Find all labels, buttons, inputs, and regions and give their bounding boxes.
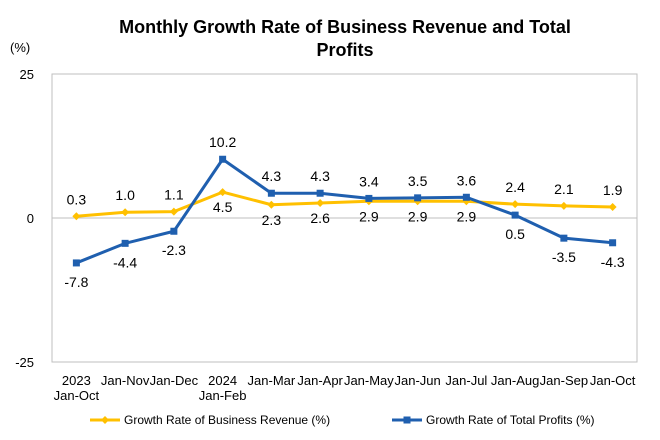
profits-data-label: -3.5: [552, 249, 576, 265]
profits-point: [365, 194, 373, 202]
profits-point: [609, 239, 617, 247]
revenue-point: [267, 200, 276, 209]
x-tick-label: Jan-Dec: [150, 373, 199, 388]
revenue-data-label: 2.9: [457, 208, 477, 224]
chart-title-line-1: Monthly Growth Rate of Business Revenue …: [119, 17, 571, 37]
x-tick-label: Jan-Jun: [395, 373, 441, 388]
series-line-revenue: [76, 190, 613, 218]
profits-data-label: -4.4: [113, 254, 137, 270]
profits-data-label: 3.6: [457, 172, 477, 188]
revenue-data-label: 2.1: [554, 181, 574, 197]
x-tick-label: Jan-Oct: [590, 373, 636, 388]
x-tick-label: Jan-Jul: [445, 373, 487, 388]
revenue-data-label: 2.3: [262, 212, 282, 228]
profits-point: [72, 259, 80, 267]
revenue-data-label: 0.3: [67, 191, 87, 207]
y-tick-label: 25: [20, 67, 34, 82]
legend-label: Growth Rate of Business Revenue (%): [124, 413, 330, 427]
revenue-data-label: 1.9: [603, 182, 623, 198]
revenue-point: [72, 212, 81, 221]
revenue-point: [121, 208, 130, 217]
profits-point: [170, 227, 178, 235]
y-tick-label: 0: [27, 211, 34, 226]
legend-marker: [403, 416, 411, 424]
chart-title-line-2: Profits: [316, 40, 373, 60]
revenue-data-label: 1.1: [164, 187, 184, 203]
profits-point: [560, 234, 568, 242]
revenue-point: [511, 200, 520, 209]
revenue-point: [608, 203, 617, 212]
revenue-data-label: 4.5: [213, 199, 233, 215]
profits-data-label: 4.3: [310, 168, 330, 184]
y-axis-label: (%): [10, 40, 30, 55]
x-tick-label: Jan-Oct: [54, 388, 100, 403]
x-tick-label: 2023: [62, 373, 91, 388]
x-tick-label: Jan-Sep: [540, 373, 588, 388]
revenue-data-label: 2.9: [359, 208, 379, 224]
revenue-data-label: 2.9: [408, 208, 428, 224]
revenue-data-label: 2.4: [505, 179, 525, 195]
revenue-point: [169, 207, 178, 216]
revenue-point: [218, 188, 227, 197]
x-tick-label: Jan-May: [344, 373, 394, 388]
revenue-data-label: 1.0: [115, 187, 135, 203]
x-tick-label: Jan-Apr: [297, 373, 343, 388]
revenue-point: [316, 199, 325, 208]
series-line-profits: [75, 157, 613, 265]
y-tick-label: -25: [15, 355, 34, 370]
profits-data-label: 10.2: [209, 134, 236, 150]
profits-point: [462, 193, 470, 201]
x-tick-label: Jan-Aug: [491, 373, 539, 388]
profits-point: [316, 189, 324, 197]
x-tick-label: Jan-Feb: [199, 388, 247, 403]
profits-point: [511, 211, 519, 219]
profits-data-label: 3.5: [408, 173, 428, 189]
profits-point: [414, 194, 422, 202]
x-tick-label: Jan-Mar: [248, 373, 296, 388]
profits-point: [219, 155, 227, 163]
revenue-data-label: 2.6: [310, 210, 330, 226]
profits-data-label: -7.8: [64, 274, 88, 290]
profits-data-label: -4.3: [601, 254, 625, 270]
profits-data-label: 0.5: [505, 226, 525, 242]
legend: Growth Rate of Business Revenue (%) Growt…: [90, 413, 595, 427]
profits-point: [121, 239, 129, 247]
legend-marker: [101, 416, 109, 424]
profits-data-label: 4.3: [262, 168, 282, 184]
profits-point: [267, 189, 275, 197]
profits-data-label: 3.4: [359, 173, 379, 189]
x-tick-label: 2024: [208, 373, 237, 388]
profits-data-label: -2.3: [162, 242, 186, 258]
x-tick-label: Jan-Nov: [101, 373, 150, 388]
legend-label: Growth Rate of Total Profits (%): [426, 413, 595, 427]
revenue-point: [559, 201, 568, 210]
